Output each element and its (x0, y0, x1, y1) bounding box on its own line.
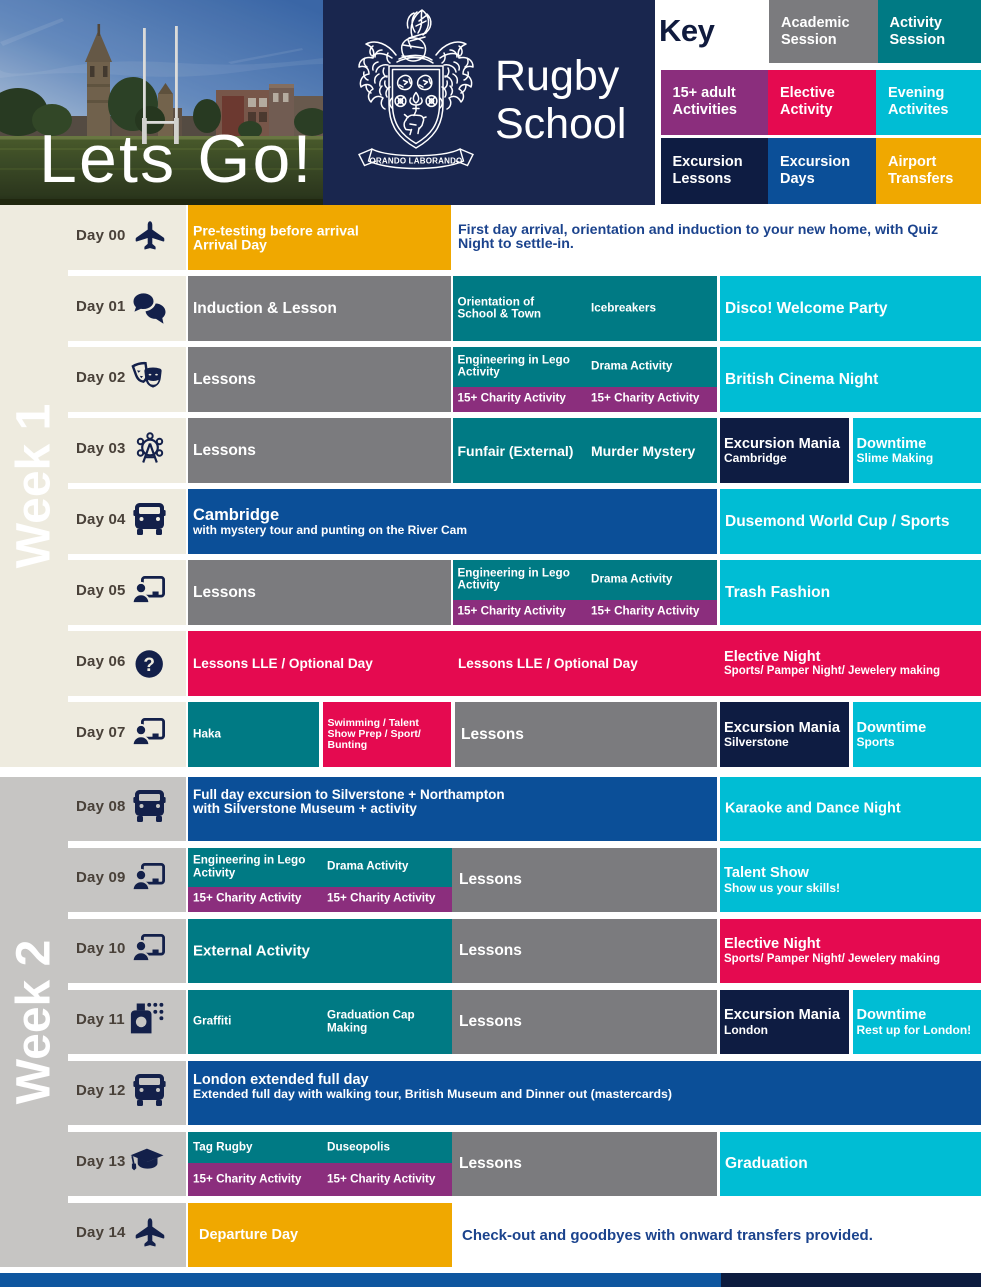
svg-text:Lets Go!: Lets Go! (39, 121, 314, 197)
svg-text:ORANDO LABORANDO: ORANDO LABORANDO (370, 157, 463, 166)
svg-text:?: ? (143, 654, 155, 675)
